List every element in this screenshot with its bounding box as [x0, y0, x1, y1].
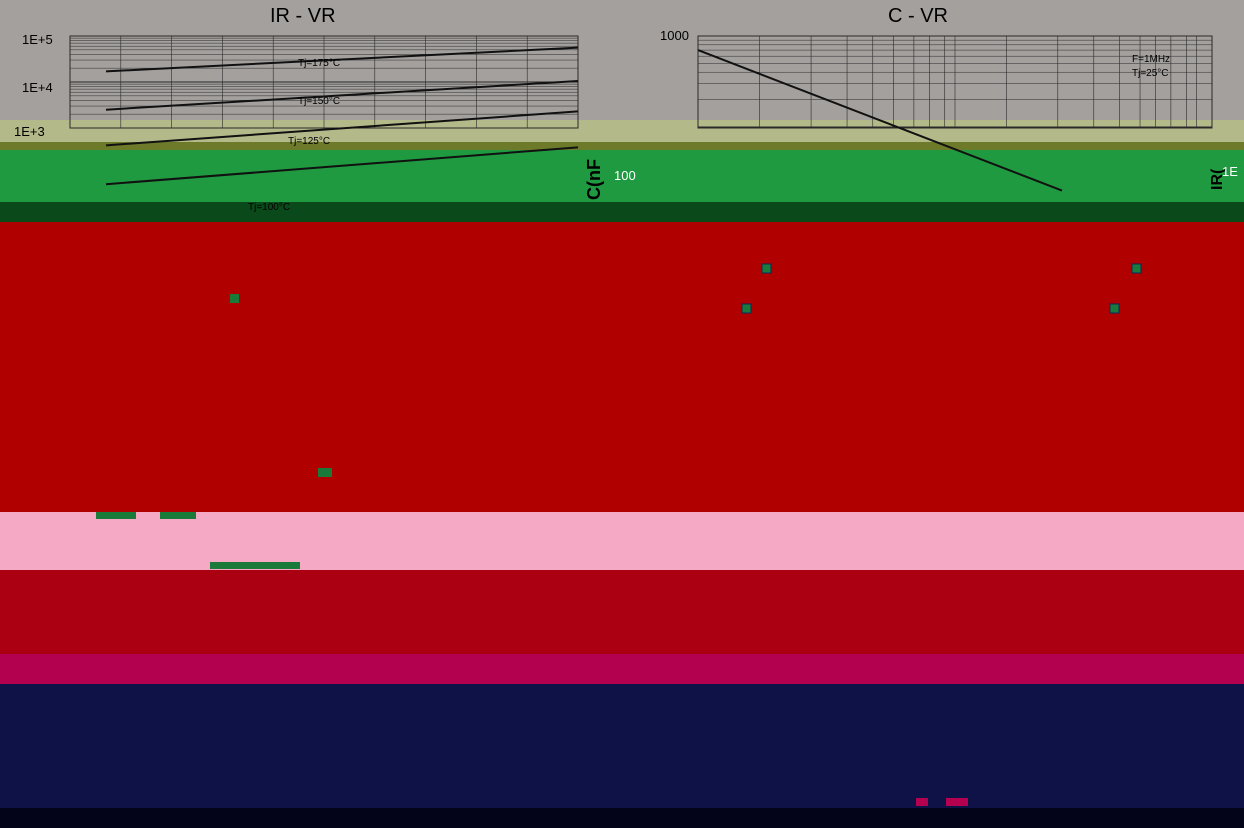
band-red-lower [0, 570, 1244, 654]
marker-7 [96, 512, 136, 519]
band-pink [0, 512, 1244, 570]
ir-vr-ytick-2: 1E+3 [14, 124, 45, 139]
band-khaki [0, 120, 1244, 142]
marker-9 [210, 562, 300, 569]
ir-vr-gridlines [70, 36, 578, 129]
ir-vr-ytick-1: 1E+4 [22, 80, 53, 95]
band-red [0, 222, 1244, 512]
c-vr-annotation-freq: F=1MHz [1132, 54, 1170, 65]
marker-8 [160, 512, 196, 519]
series-label-125: Tj=125°C [288, 136, 330, 147]
ir-vr-curves [105, 46, 579, 186]
band-crimson [0, 654, 1244, 684]
marker-3 [741, 303, 752, 314]
band-olive [0, 142, 1244, 150]
ir-vr-title: IR - VR [270, 5, 336, 27]
marker-2 [1131, 263, 1142, 274]
c-vr-curves [697, 49, 1063, 192]
c-vr-ytick-0: 1000 [660, 28, 689, 43]
c-vr-gridlines [698, 36, 1212, 128]
marker-group [96, 263, 1142, 806]
band-navy [0, 684, 1244, 808]
ir-vr-ytick-0: 1E+5 [22, 32, 53, 47]
marker-6 [318, 468, 332, 477]
c-vr-title: C - VR [888, 5, 948, 27]
ir-vr-series-2 [105, 110, 579, 147]
c-vr-annotation-temp: Tj=25°C [1132, 68, 1169, 79]
marker-11 [946, 798, 968, 806]
marker-1 [761, 263, 772, 274]
c-vr-chart: C - VR 1000 100 C(nF F=1MHz Tj=25°C [584, 5, 1213, 200]
ir-vr-chart: IR - VR 1E+5 1E+4 1E+3 Tj=175°C Tj=150°C… [14, 5, 579, 213]
c-vr-ytick-1: 100 [614, 168, 636, 183]
series-label-100: Tj=100°C [248, 202, 290, 213]
marker-4 [1109, 303, 1120, 314]
right-edge-tick: 1E [1222, 164, 1238, 179]
band-black [0, 808, 1244, 828]
band-darkgreen [0, 202, 1244, 222]
marker-5 [230, 294, 239, 303]
series-label-175: Tj=175°C [298, 58, 340, 69]
ir-vr-series-3 [105, 146, 579, 186]
c-vr-ylabel: C(nF [584, 159, 604, 200]
marker-10 [916, 798, 928, 806]
series-label-150: Tj=150°C [298, 96, 340, 107]
ir-vr-series-1 [105, 80, 579, 111]
right-edge-ylabel: IR( [1209, 168, 1226, 190]
c-vr-series-0 [697, 49, 1063, 192]
ir-vr-series-0 [105, 46, 579, 73]
